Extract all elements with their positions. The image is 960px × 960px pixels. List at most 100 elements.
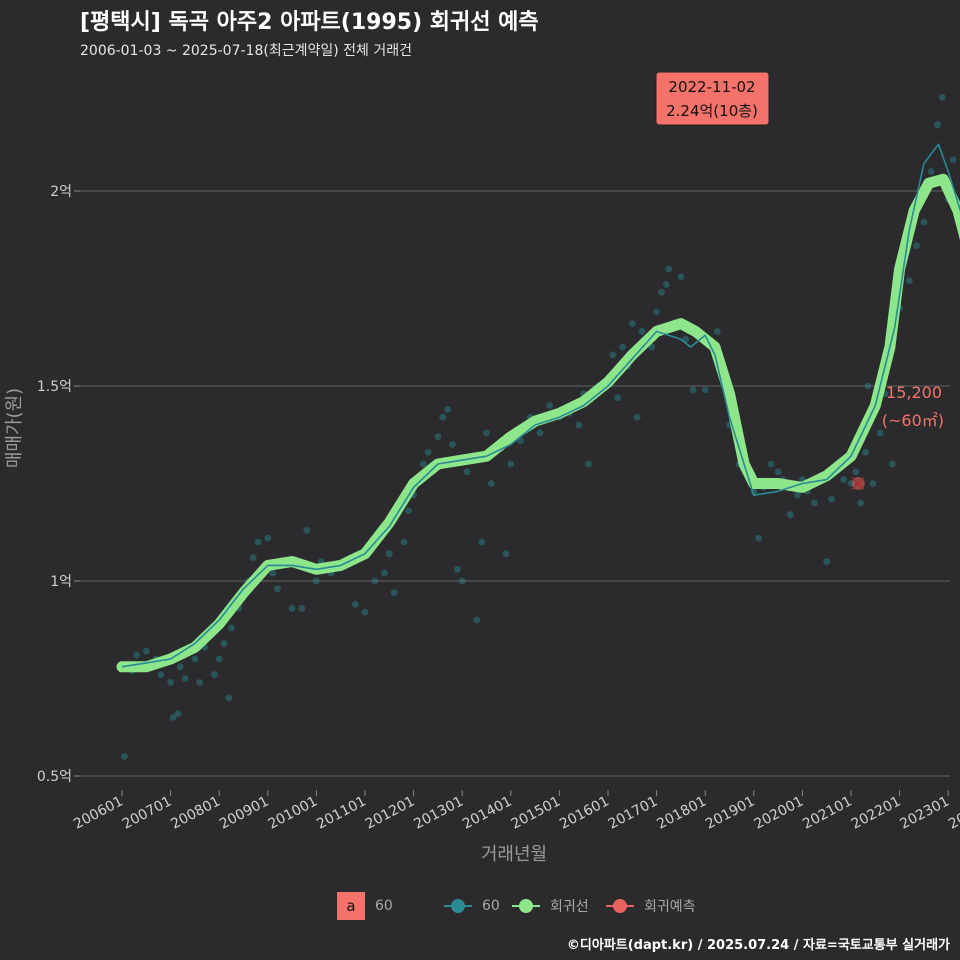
scatter-point [303, 526, 311, 534]
scatter-point [439, 413, 447, 421]
scatter-point [507, 460, 515, 468]
x-tick-label: 202101 [800, 793, 855, 832]
scatter-point [220, 640, 228, 647]
scatter-point [653, 308, 660, 316]
scatter-point [665, 265, 673, 273]
scatter-point [419, 460, 427, 468]
legend-item-60: 60 [444, 890, 500, 922]
scatter-point [852, 468, 860, 476]
y-tick-label: 0.5억 [37, 769, 72, 785]
scatter-point [546, 402, 554, 409]
y-tick-label: 1억 [50, 574, 72, 590]
scatter-point [609, 351, 617, 359]
scatter-point [313, 577, 320, 585]
scatter-point [689, 386, 697, 394]
x-tick-label: 202301 [897, 793, 952, 832]
line-layer [116, 143, 960, 673]
scatter-point [227, 624, 235, 632]
x-tick-label: 201901 [703, 793, 758, 832]
scatter-point [169, 714, 177, 721]
scatter-point [405, 507, 413, 515]
grid-layer [74, 190, 950, 796]
scatter-point [811, 499, 818, 507]
prediction-layer [851, 476, 865, 491]
scatter-point [774, 468, 782, 476]
scatter-point [536, 429, 544, 437]
scatter-point [215, 655, 223, 663]
scatter-point [121, 753, 128, 760]
legend-regression-icon [512, 892, 540, 920]
scatter-point [478, 538, 486, 546]
x-tick-label: 201401 [460, 793, 515, 832]
scatter-point [869, 480, 877, 487]
scatter-point [857, 499, 865, 507]
scatter-point [473, 616, 481, 624]
x-tick-label: 201201 [363, 793, 418, 832]
scatter-point [133, 651, 140, 659]
regression-line [116, 173, 960, 673]
chart-subtitle: 2006-01-03 ~ 2025-07-18(최근계약일) 전체 거래건 [80, 43, 412, 59]
scatter-point [828, 495, 835, 503]
scatter-point [176, 663, 184, 671]
legend-regression-label: 회귀선 [550, 899, 589, 915]
max-annotation-box [655, 71, 770, 126]
x-tick-label: 200601 [71, 793, 126, 832]
scatter-point [862, 448, 869, 456]
scatter-point [767, 460, 775, 468]
scatter-point [938, 94, 946, 101]
scatter-point [196, 679, 204, 686]
legend: a 60 60 회귀선 회귀예측 [0, 890, 960, 922]
scatter-point [424, 448, 432, 456]
legend-item-regression: 회귀선 [512, 890, 589, 922]
legend-item-area: a 60 [337, 890, 393, 922]
scatter-point [390, 589, 398, 597]
scatter-point [934, 121, 941, 129]
scatter-point [677, 273, 685, 281]
last-area-label: (~60㎡) [882, 411, 944, 430]
x-tick-label: 200901 [217, 793, 272, 832]
scatter-point [264, 534, 272, 542]
y-tick-label: 1.5억 [37, 379, 72, 395]
scatter-point [167, 679, 175, 686]
scatter-point [274, 585, 281, 593]
scatter-point [381, 569, 388, 577]
scatter-layer [121, 94, 960, 760]
scatter-point [298, 604, 306, 612]
scatter-point [905, 277, 913, 285]
scatter-point [142, 647, 150, 655]
legend-prediction-icon [606, 892, 634, 920]
legend-60-label: 60 [482, 898, 500, 914]
scatter-point [920, 218, 928, 226]
scatter-point [361, 608, 369, 616]
scatter-point [351, 601, 359, 608]
last-price-label: 15,200 [886, 383, 942, 402]
x-tick-label: 201301 [411, 793, 466, 832]
scatter-point [453, 565, 461, 573]
scatter-point [585, 460, 592, 468]
x-tick-label: 201701 [606, 793, 661, 832]
scatter-point [713, 328, 721, 335]
series-60-line [121, 143, 960, 668]
scatter-point [633, 413, 641, 421]
x-tick-label: 200701 [120, 793, 175, 832]
legend-area-key: a [337, 892, 365, 920]
y-tick-labels: 0.5억 1억 1.5억 2억 [37, 184, 72, 785]
scatter-point [876, 429, 884, 437]
footer-credit: ©디아파트(dapt.kr) / 2025.07.24 / 자료=국토교통부 실… [566, 938, 950, 953]
scatter-point [662, 281, 670, 288]
x-tick-label: 201101 [314, 793, 369, 832]
scatter-point [701, 386, 709, 394]
x-tick-label: 201501 [509, 793, 564, 832]
legend-60-icon [444, 892, 472, 920]
scatter-point [449, 441, 456, 448]
max-annotation-date: 2022-11-02 [668, 78, 755, 96]
scatter-point [288, 604, 296, 612]
scatter-point [225, 694, 233, 702]
scatter-point [458, 577, 466, 585]
legend-item-prediction: 회귀예측 [606, 890, 696, 922]
y-tick-label: 2억 [50, 184, 72, 200]
scatter-point [755, 534, 763, 542]
scatter-point [174, 710, 182, 717]
chart-title: [평택시] 독곡 아주2 아파트(1995) 회귀선 예측 [80, 10, 539, 35]
scatter-point [385, 550, 393, 558]
